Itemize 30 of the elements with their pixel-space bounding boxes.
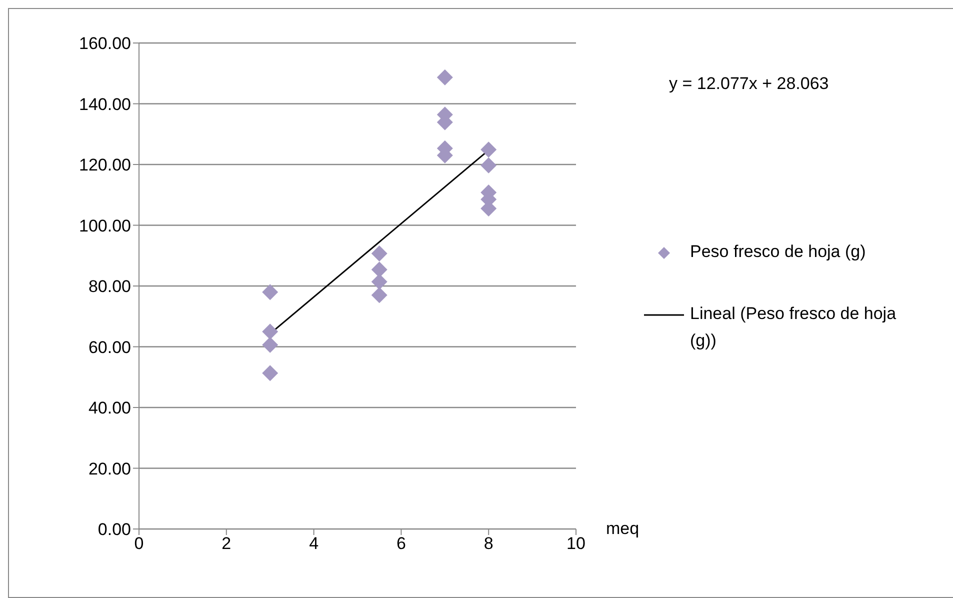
y-tick-label: 60.00 [88, 338, 131, 357]
text: y = 12.077x + 28.063 [669, 74, 829, 94]
y-tick-label: 100.00 [79, 216, 131, 236]
point [262, 284, 278, 300]
y-tick-label: 40.00 [88, 398, 131, 418]
point [262, 336, 278, 353]
point [480, 157, 497, 174]
point [371, 262, 388, 278]
legend-label: Peso fresco de hoja (g) [690, 241, 867, 263]
point [371, 287, 388, 304]
y-tick-label: 160.00 [79, 34, 131, 54]
y-tick-label: 20.00 [88, 459, 131, 478]
point [371, 274, 388, 290]
y-tick-label: 140.00 [79, 94, 131, 114]
x-tick-label: 6 [396, 534, 406, 554]
point [262, 324, 278, 340]
point [436, 69, 453, 86]
y-tick-label: 0.00 [98, 520, 131, 540]
point [480, 142, 497, 158]
x-tick-label: 8 [484, 534, 494, 554]
legend-label: Lineal (Peso fresco de hoja (g)) [690, 303, 898, 352]
x-tick-label: 2 [222, 534, 232, 554]
y-tick-label: 120.00 [79, 156, 131, 175]
x-tick-label: 0 [134, 534, 144, 554]
point [262, 365, 278, 382]
x-tick-label: 10 [566, 534, 586, 554]
point [371, 246, 388, 262]
x-tick-label: 4 [309, 534, 319, 554]
y-tick-label: 80.00 [88, 277, 131, 296]
x-axis-title: meq [606, 519, 640, 539]
